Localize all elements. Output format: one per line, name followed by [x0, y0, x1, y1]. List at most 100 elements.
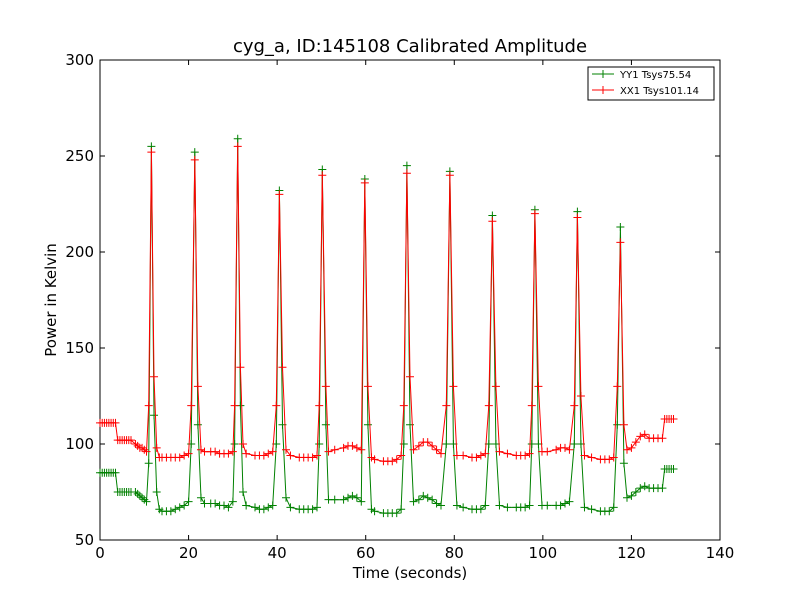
data-point	[142, 447, 151, 456]
data-point	[409, 497, 418, 506]
data-point	[193, 382, 202, 391]
y-tick-label: 150	[65, 339, 94, 357]
data-point	[282, 493, 290, 502]
data-point	[449, 382, 458, 391]
y-tick-label: 100	[65, 435, 94, 453]
data-point	[623, 445, 631, 454]
series-line	[100, 146, 674, 462]
data-point	[556, 501, 565, 510]
data-point	[561, 499, 569, 508]
legend-label-xx1: XX1 Tsys101.14	[620, 86, 699, 97]
data-point	[357, 497, 366, 506]
data-point	[613, 382, 622, 391]
data-point	[352, 493, 361, 502]
data-point	[399, 401, 408, 410]
data-point	[147, 148, 156, 157]
data-point	[211, 447, 220, 456]
data-point	[286, 503, 295, 512]
data-point	[423, 438, 432, 447]
data-point	[495, 501, 504, 510]
data-point	[111, 468, 120, 477]
data-point	[127, 436, 135, 445]
x-tick-label: 20	[179, 544, 198, 562]
data-point	[315, 401, 324, 410]
data-point	[399, 440, 408, 448]
data-point	[627, 491, 636, 500]
data-point	[576, 392, 585, 400]
data-point	[196, 445, 205, 454]
data-point	[224, 503, 233, 512]
data-point	[363, 420, 372, 429]
data-point	[437, 449, 445, 458]
data-point	[587, 453, 596, 462]
data-point	[166, 507, 175, 516]
series-layer	[96, 134, 678, 518]
data-point	[565, 445, 574, 454]
data-point	[587, 505, 596, 514]
data-point	[619, 420, 628, 429]
data-point	[392, 509, 401, 518]
data-point	[428, 441, 437, 450]
data-point	[573, 213, 582, 222]
data-point	[313, 503, 321, 512]
data-point	[272, 401, 281, 410]
x-tick-label: 60	[356, 544, 375, 562]
data-point	[251, 503, 259, 512]
data-point	[432, 499, 441, 508]
data-point	[409, 445, 418, 454]
legend-marker	[599, 86, 607, 94]
x-tick-label: 40	[268, 544, 287, 562]
data-point	[609, 503, 618, 512]
data-point	[184, 449, 193, 458]
data-point	[187, 401, 196, 410]
data-point	[339, 443, 348, 452]
data-point	[658, 484, 667, 493]
legend: YY1 Tsys75.54 XX1 Tsys101.14	[587, 66, 715, 101]
data-point	[187, 440, 196, 448]
data-point	[669, 464, 678, 473]
data-point	[669, 415, 678, 424]
data-point	[488, 217, 497, 226]
data-point	[616, 238, 625, 247]
data-point	[268, 501, 277, 510]
data-point	[259, 505, 268, 514]
data-point	[348, 491, 357, 500]
data-point	[286, 451, 295, 460]
data-point	[428, 495, 437, 504]
data-point	[190, 148, 199, 157]
data-point	[344, 493, 352, 502]
data-point	[414, 495, 423, 504]
data-point	[318, 171, 327, 180]
data-point	[623, 493, 631, 502]
data-point	[525, 449, 534, 458]
data-point	[530, 209, 539, 218]
data-point	[308, 453, 317, 462]
data-point	[552, 445, 561, 454]
data-point	[315, 440, 324, 448]
y-tick-label: 50	[75, 531, 94, 549]
data-point	[211, 499, 220, 508]
y-tick-label: 250	[65, 147, 94, 165]
data-point	[259, 451, 268, 460]
data-point	[150, 411, 159, 420]
data-point	[616, 223, 625, 232]
data-point	[111, 418, 120, 427]
data-point	[339, 495, 348, 504]
data-point	[397, 451, 406, 460]
data-point	[631, 488, 640, 496]
x-tick-label: 80	[445, 544, 464, 562]
data-point	[481, 501, 490, 510]
data-point	[636, 484, 645, 493]
data-point	[230, 401, 239, 410]
data-point	[180, 501, 189, 510]
data-point	[570, 401, 579, 410]
x-tick-label: 0	[95, 544, 105, 562]
data-point	[180, 451, 189, 460]
data-point	[397, 505, 406, 514]
data-point	[171, 505, 180, 514]
data-point	[196, 493, 205, 502]
data-point	[308, 505, 317, 514]
y-tick-label: 300	[65, 51, 94, 69]
data-point	[220, 501, 228, 510]
data-point	[330, 495, 339, 504]
